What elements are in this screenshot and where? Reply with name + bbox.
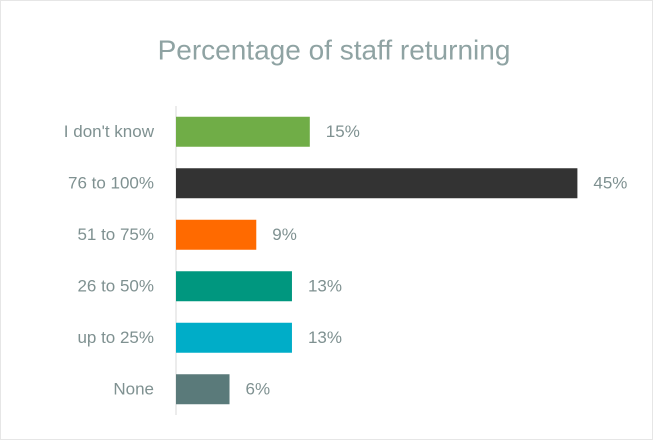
bar	[176, 219, 257, 250]
category-label: 51 to 75%	[77, 225, 154, 244]
value-label: 13%	[308, 277, 342, 296]
category-label: 76 to 100%	[68, 174, 154, 193]
value-label: 9%	[272, 225, 297, 244]
category-label: 26 to 50%	[77, 277, 154, 296]
bar	[176, 374, 230, 405]
bar	[176, 322, 292, 353]
category-label: up to 25%	[77, 328, 154, 347]
bar	[176, 271, 292, 302]
chart-title: Percentage of staff returning	[158, 34, 511, 65]
value-label: 13%	[308, 328, 342, 347]
bar	[176, 116, 310, 147]
value-label: 45%	[593, 174, 627, 193]
bar	[176, 168, 578, 199]
value-label: 6%	[246, 380, 271, 399]
value-label: 15%	[326, 122, 360, 141]
category-label: None	[113, 380, 154, 399]
category-label: I don't know	[64, 122, 155, 141]
